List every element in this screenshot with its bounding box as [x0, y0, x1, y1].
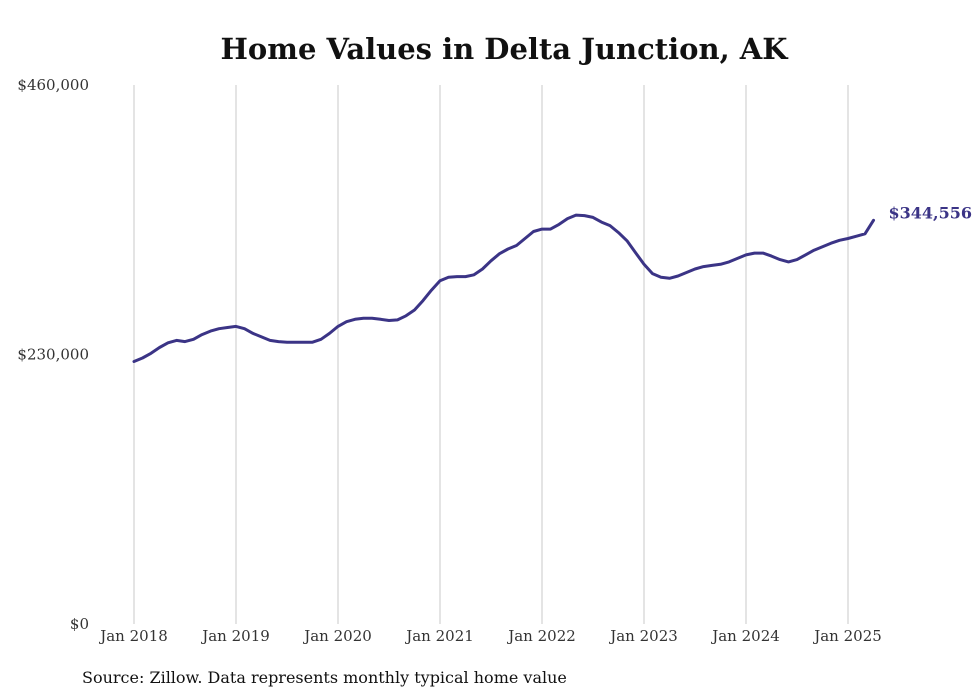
y-axis: $0 $230,000 $460,000 — [17, 76, 89, 633]
y-tick-label: $230,000 — [17, 346, 89, 364]
chart-title: Home Values in Delta Junction, AK — [221, 32, 790, 66]
source-note: Source: Zillow. Data represents monthly … — [82, 668, 567, 687]
x-tick-label: Jan 2020 — [302, 627, 372, 645]
series-layer — [132, 213, 875, 363]
end-value-label: $344,556 — [889, 203, 973, 222]
y-tick-label: $0 — [70, 615, 89, 633]
x-tick-label: Jan 2025 — [812, 627, 882, 645]
x-tick-label: Jan 2022 — [506, 627, 576, 645]
x-tick-label: Jan 2021 — [404, 627, 474, 645]
gridlines — [133, 85, 849, 624]
x-tick-label: Jan 2018 — [98, 627, 168, 645]
y-tick-label: $460,000 — [17, 76, 89, 94]
x-tick-label: Jan 2024 — [710, 627, 780, 645]
series-line-home-value — [132, 213, 875, 363]
x-tick-label: Jan 2023 — [608, 627, 678, 645]
x-tick-label: Jan 2019 — [200, 627, 270, 645]
x-axis: Jan 2018 Jan 2019 Jan 2020 Jan 2021 Jan 2022… — [98, 627, 882, 645]
